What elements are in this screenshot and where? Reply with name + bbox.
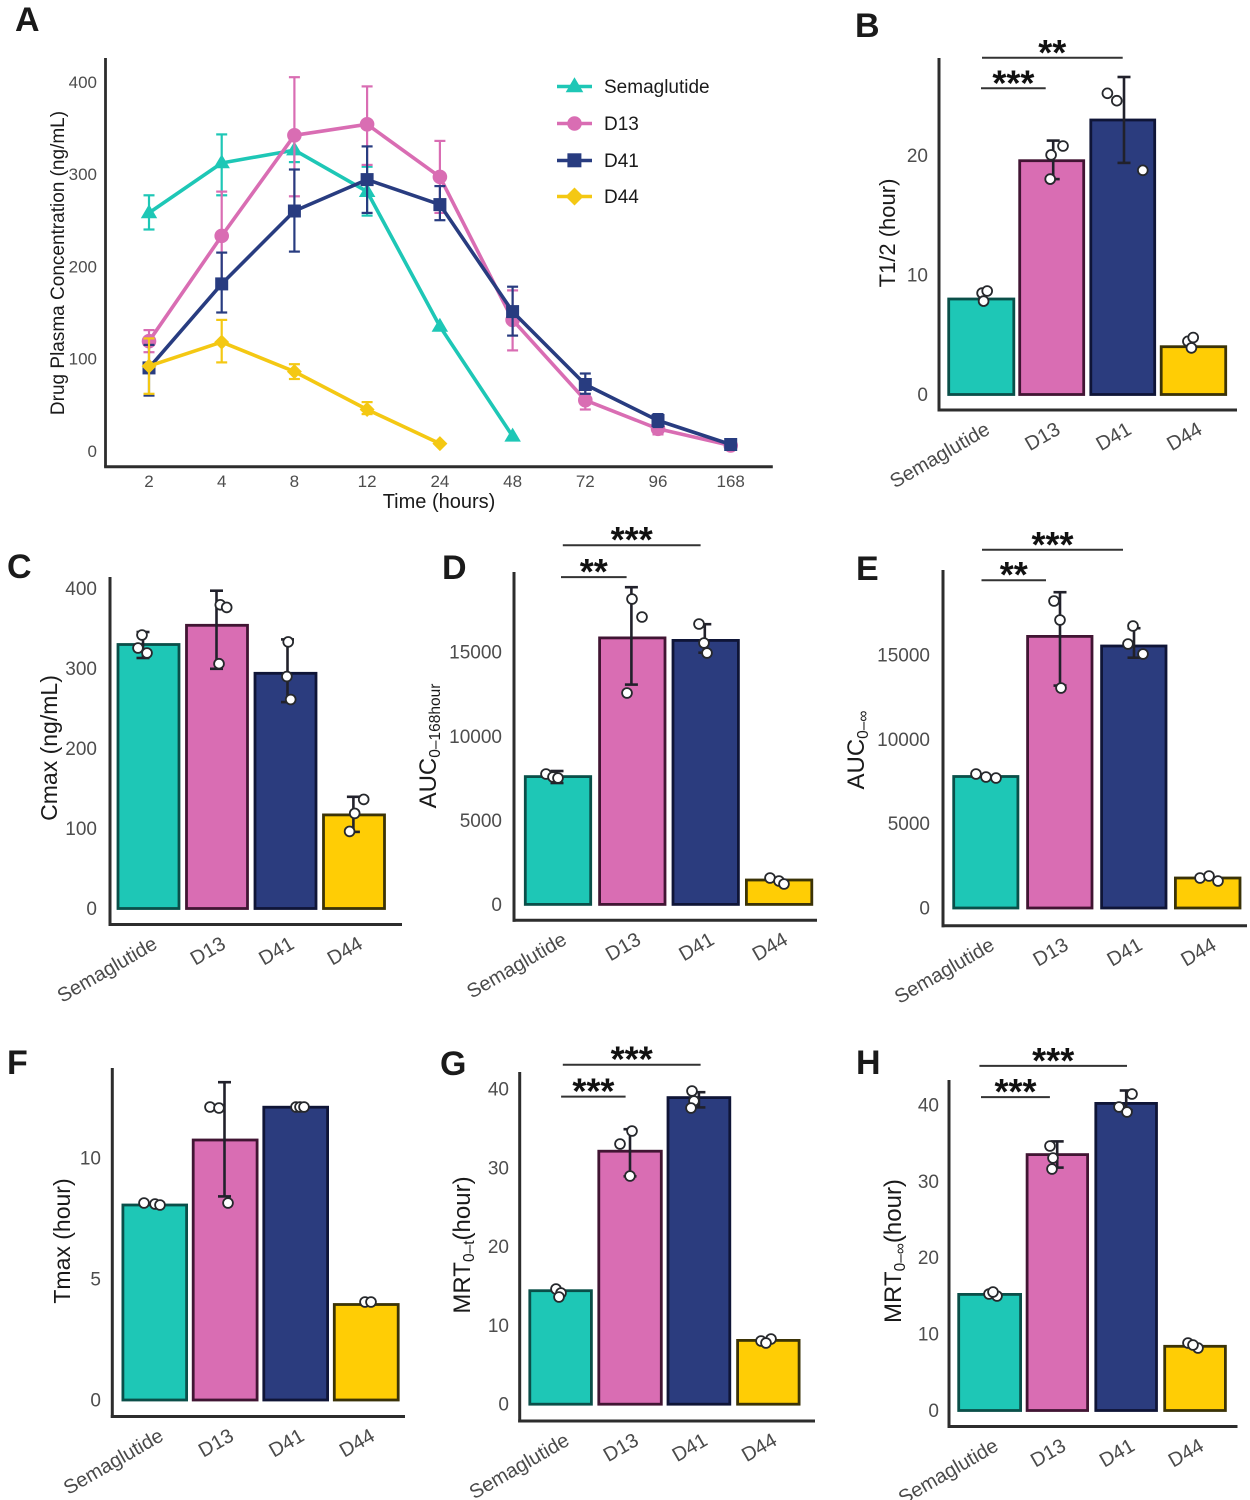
svg-text:12: 12 [358,472,377,491]
svg-text:200: 200 [69,257,97,276]
svg-text:20: 20 [907,146,928,167]
svg-text:5: 5 [90,1270,101,1291]
svg-text:Cmax (ng/mL): Cmax (ng/mL) [36,675,62,821]
svg-text:0: 0 [919,899,930,920]
svg-text:T1/2 (hour): T1/2 (hour) [875,179,900,288]
svg-text:MRT0–∞(hour): MRT0–∞(hour) [880,1179,909,1323]
svg-text:0: 0 [917,385,928,406]
svg-text:A: A [15,1,40,39]
svg-text:D13: D13 [604,114,639,135]
svg-text:48: 48 [503,472,522,491]
svg-text:***: *** [572,1071,614,1112]
svg-text:100: 100 [69,350,97,369]
svg-text:20: 20 [488,1237,509,1258]
svg-text:10: 10 [907,266,928,287]
svg-text:2: 2 [144,472,153,491]
svg-text:H: H [856,1044,881,1082]
svg-text:5000: 5000 [888,814,930,835]
svg-text:10: 10 [80,1149,101,1170]
svg-text:0: 0 [491,895,502,916]
svg-text:40: 40 [488,1080,509,1101]
svg-text:0: 0 [86,899,97,920]
svg-text:E: E [856,550,879,588]
svg-text:200: 200 [65,739,97,760]
svg-text:G: G [440,1045,466,1083]
svg-text:96: 96 [649,472,668,491]
svg-text:B: B [855,7,880,45]
svg-text:72: 72 [576,472,595,491]
svg-text:***: *** [992,62,1034,103]
svg-text:15000: 15000 [449,643,502,664]
svg-text:***: *** [611,1039,653,1080]
svg-text:Tmax (hour): Tmax (hour) [49,1178,75,1303]
svg-text:30: 30 [918,1172,939,1193]
svg-text:30: 30 [488,1158,509,1179]
svg-text:***: *** [1032,1040,1074,1081]
svg-text:0: 0 [90,1391,101,1412]
svg-text:5000: 5000 [460,811,502,832]
svg-text:Drug Plasma Concentration (ng/: Drug Plasma Concentration (ng/mL) [48,111,69,415]
svg-text:**: ** [1038,32,1066,73]
svg-text:100: 100 [65,819,97,840]
svg-text:***: *** [994,1071,1036,1112]
svg-text:AUC0–168hour: AUC0–168hour [415,684,444,809]
svg-text:24: 24 [430,472,449,491]
svg-text:8: 8 [290,472,299,491]
svg-text:C: C [7,548,32,586]
svg-text:4: 4 [217,472,226,491]
svg-text:**: ** [1000,554,1028,595]
svg-text:400: 400 [65,579,97,600]
svg-text:10: 10 [918,1325,939,1346]
svg-text:300: 300 [69,165,97,184]
svg-text:0: 0 [928,1401,939,1422]
svg-text:***: *** [611,519,653,560]
svg-text:20: 20 [918,1248,939,1269]
svg-text:10000: 10000 [877,730,930,751]
svg-text:10: 10 [488,1316,509,1337]
svg-text:10000: 10000 [449,727,502,748]
svg-text:0: 0 [498,1395,509,1416]
svg-text:Time (hours): Time (hours) [383,491,496,513]
svg-text:F: F [7,1044,28,1082]
svg-text:400: 400 [69,73,97,92]
svg-text:D44: D44 [604,187,639,208]
svg-text:300: 300 [65,659,97,680]
svg-text:168: 168 [717,472,745,491]
svg-text:0: 0 [88,442,97,461]
svg-text:AUC0–∞: AUC0–∞ [843,711,872,790]
svg-text:Semaglutide: Semaglutide [604,77,710,98]
svg-text:15000: 15000 [877,646,930,667]
svg-text:D41: D41 [604,151,639,172]
svg-text:***: *** [1031,524,1073,565]
svg-text:D: D [442,549,467,587]
svg-text:**: ** [580,551,608,592]
svg-text:MRT0–t(hour): MRT0–t(hour) [449,1176,478,1313]
svg-text:40: 40 [918,1095,939,1116]
